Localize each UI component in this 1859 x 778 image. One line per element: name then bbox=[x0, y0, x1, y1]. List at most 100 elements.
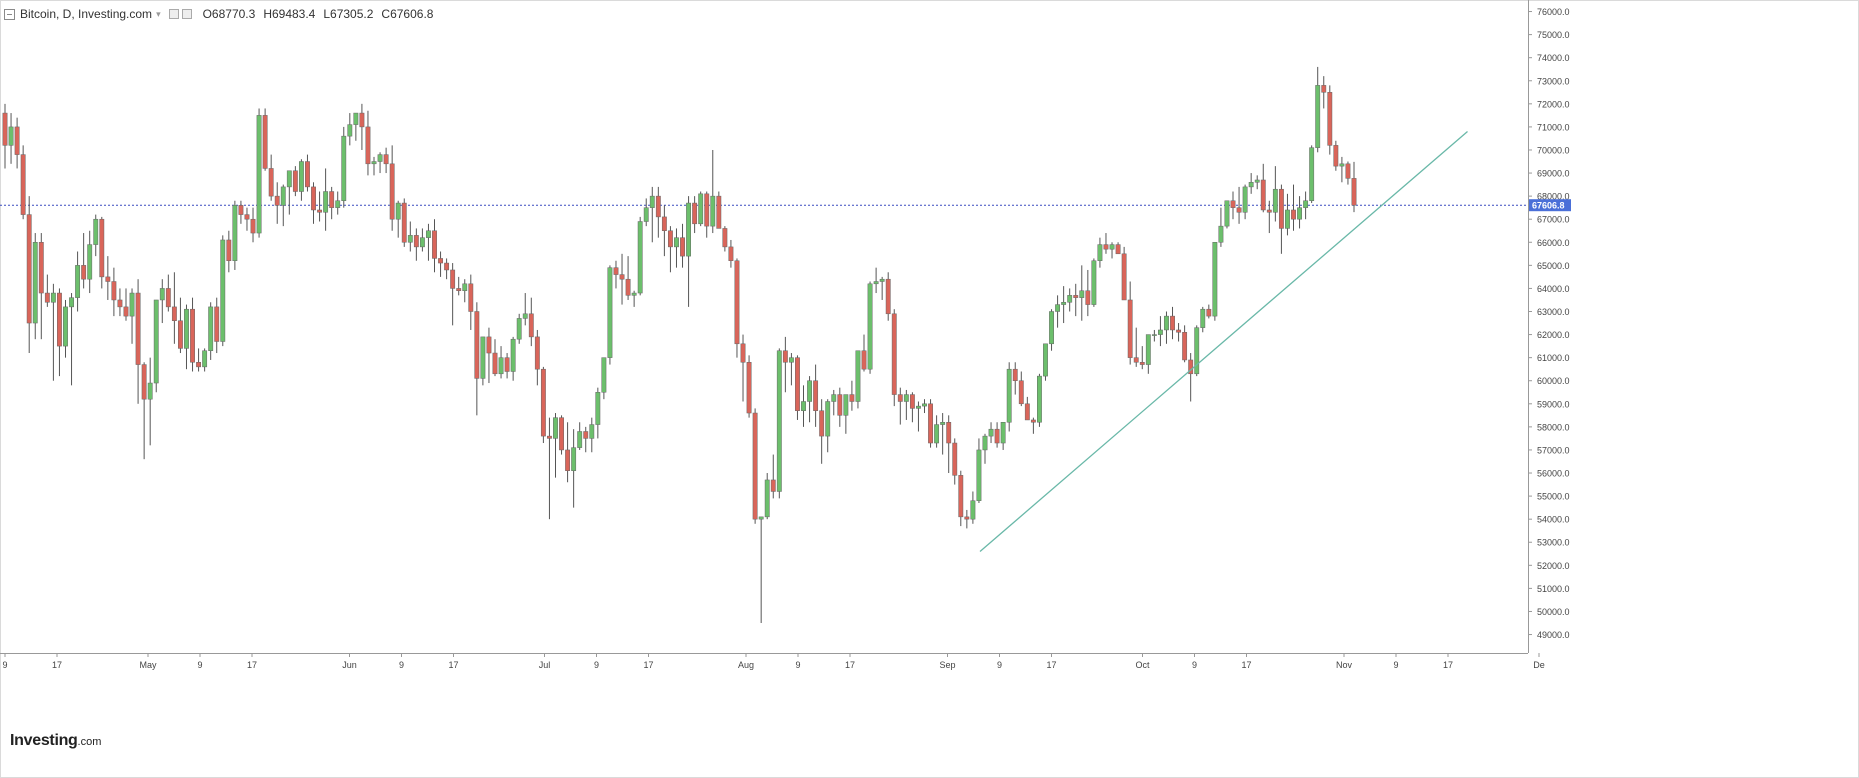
candle-body bbox=[1291, 209, 1296, 220]
candle-body bbox=[184, 308, 189, 349]
candle-body bbox=[450, 269, 456, 289]
candle-body bbox=[1218, 225, 1224, 243]
candle-body bbox=[419, 237, 425, 248]
y-tick-label: 54000.0 bbox=[1537, 515, 1570, 525]
candle-body bbox=[407, 235, 413, 243]
y-tick-label: 71000.0 bbox=[1537, 122, 1570, 132]
candle-body bbox=[99, 218, 105, 278]
candle-body bbox=[202, 350, 208, 368]
candle-body bbox=[540, 368, 546, 437]
x-tick-label: 17 bbox=[845, 660, 855, 670]
candle-body bbox=[286, 170, 292, 188]
candle-body bbox=[1339, 163, 1345, 167]
candle-body bbox=[123, 306, 129, 317]
x-tick-label: Nov bbox=[1336, 660, 1353, 670]
candle-body bbox=[401, 202, 407, 243]
candle-body bbox=[81, 265, 87, 280]
candle-body bbox=[625, 278, 631, 296]
low-value: L67305.2 bbox=[323, 7, 374, 21]
trendline bbox=[979, 131, 1468, 552]
candle-body bbox=[1321, 85, 1327, 93]
candle-body bbox=[111, 281, 117, 301]
symbol-label[interactable]: Bitcoin, D, Investing.com bbox=[20, 7, 153, 21]
y-tick-label: 57000.0 bbox=[1537, 445, 1570, 455]
last-price-label: 67606.8 bbox=[1532, 201, 1565, 211]
y-tick-label: 59000.0 bbox=[1537, 399, 1570, 409]
hide-icon[interactable] bbox=[181, 9, 192, 19]
candle-body bbox=[867, 283, 873, 370]
candle-body bbox=[1055, 304, 1061, 312]
y-tick-label: 70000.0 bbox=[1537, 145, 1570, 155]
candle-body bbox=[1260, 179, 1266, 211]
candle-body bbox=[1212, 242, 1218, 317]
candle-body bbox=[1091, 260, 1097, 305]
x-tick-label: 9 bbox=[1192, 660, 1197, 670]
candle-body bbox=[1121, 253, 1127, 301]
candle-body bbox=[214, 306, 220, 342]
candle-body bbox=[583, 431, 589, 439]
candle-body bbox=[752, 412, 758, 520]
candle-body bbox=[1236, 207, 1242, 213]
candle-body bbox=[970, 500, 976, 520]
y-tick-label: 58000.0 bbox=[1537, 422, 1570, 432]
candle-body bbox=[1097, 244, 1103, 261]
candle-body bbox=[389, 163, 395, 220]
candle-body bbox=[510, 338, 516, 372]
candle-body bbox=[565, 449, 571, 471]
candle-body bbox=[813, 380, 819, 411]
candle-body bbox=[982, 435, 988, 451]
candle-body bbox=[1176, 329, 1181, 333]
candle-body bbox=[631, 292, 637, 296]
close-value: C67606.8 bbox=[381, 7, 434, 21]
candle-body bbox=[964, 516, 970, 520]
candle-body bbox=[1345, 163, 1351, 179]
candle-body bbox=[1024, 403, 1030, 421]
chevron-down-icon[interactable]: ▾ bbox=[156, 8, 161, 19]
candle-body bbox=[498, 357, 504, 375]
candle-body bbox=[686, 202, 692, 257]
x-tick-label: 17 bbox=[1241, 660, 1251, 670]
candle-body bbox=[165, 288, 171, 308]
candle-body bbox=[1037, 375, 1042, 423]
candle-body bbox=[1278, 188, 1284, 229]
candle-body bbox=[734, 260, 740, 345]
y-tick-label: 72000.0 bbox=[1537, 99, 1570, 109]
candle-body bbox=[837, 394, 843, 416]
candle-body bbox=[716, 195, 722, 229]
candle-body bbox=[795, 357, 800, 411]
candle-body bbox=[268, 168, 274, 197]
y-tick-label: 56000.0 bbox=[1537, 469, 1570, 479]
candle-body bbox=[1103, 244, 1109, 250]
candle-body bbox=[1073, 295, 1079, 298]
candle-body bbox=[976, 449, 982, 501]
candle-body bbox=[1109, 244, 1115, 250]
candle-body bbox=[1061, 302, 1067, 305]
candle-body bbox=[413, 235, 419, 248]
x-tick-label: 9 bbox=[594, 660, 599, 670]
x-tick-label: Sep bbox=[939, 660, 955, 670]
candle-body bbox=[879, 278, 885, 282]
candle-body bbox=[1248, 182, 1254, 188]
candle-body bbox=[528, 313, 534, 338]
candle-body bbox=[994, 428, 1000, 444]
candle-body bbox=[1145, 334, 1151, 365]
candle-body bbox=[383, 154, 389, 165]
candle-body bbox=[952, 442, 958, 476]
candle-body bbox=[710, 195, 716, 227]
candle-body bbox=[516, 318, 522, 340]
logo-text: Investing bbox=[10, 732, 78, 749]
y-tick-label: 66000.0 bbox=[1537, 238, 1570, 248]
investing-logo: Investing.com bbox=[10, 732, 101, 750]
settings-icon[interactable] bbox=[168, 9, 179, 19]
candle-body bbox=[873, 281, 879, 285]
candle-body bbox=[63, 306, 68, 347]
candle-body bbox=[178, 320, 183, 349]
y-tick-label: 62000.0 bbox=[1537, 330, 1570, 340]
candle-body bbox=[341, 135, 347, 201]
candle-body bbox=[244, 214, 250, 220]
collapse-icon[interactable] bbox=[4, 8, 15, 20]
candle-body bbox=[486, 336, 492, 354]
candle-body bbox=[292, 170, 298, 192]
candle-body bbox=[32, 242, 38, 324]
